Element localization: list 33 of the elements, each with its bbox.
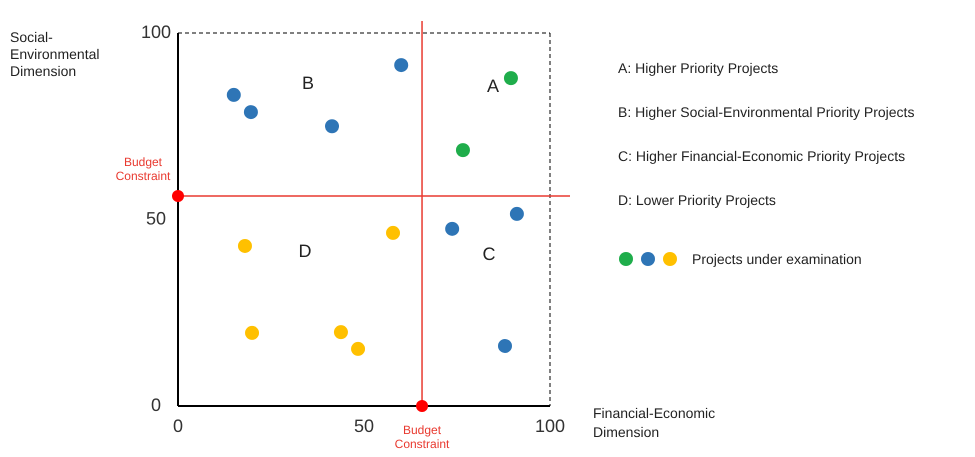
y-tick-label: 100 bbox=[140, 22, 172, 42]
point bbox=[334, 325, 348, 340]
y-axis-title: Social-Environmental Dimension bbox=[10, 29, 100, 79]
annotation: B bbox=[302, 72, 314, 93]
x-tick-label: 100 bbox=[534, 416, 566, 436]
point bbox=[386, 226, 400, 240]
text: C: Higher Financial-Economic Priority Projects bbox=[618, 148, 906, 164]
point bbox=[226, 88, 241, 102]
point bbox=[245, 326, 260, 340]
point bbox=[510, 206, 524, 221]
point bbox=[498, 338, 512, 353]
x-axis-title: Financial-Economic Dimension bbox=[593, 405, 716, 440]
y-tick-label: 0 bbox=[150, 394, 162, 415]
y-tick-label: 50 bbox=[146, 208, 166, 228]
annotation: A bbox=[486, 76, 500, 96]
point bbox=[351, 342, 366, 356]
annotation: C bbox=[482, 244, 496, 264]
point bbox=[238, 238, 252, 253]
point bbox=[504, 71, 518, 86]
text: B: Higher Social-Environmental Priority Projects bbox=[618, 104, 914, 120]
point bbox=[325, 119, 340, 134]
point bbox=[445, 222, 460, 236]
point bbox=[394, 58, 408, 72]
ref-line-label: Budget Constraint bbox=[394, 423, 450, 451]
x-tick-label: 0 bbox=[172, 416, 184, 436]
x-tick-label: 50 bbox=[354, 416, 374, 436]
legend-label: Projects under examination bbox=[692, 251, 862, 267]
text: D: Lower Priority Projects bbox=[618, 192, 776, 208]
point bbox=[456, 143, 470, 158]
ref-line-label: Budget Constraint bbox=[116, 155, 172, 183]
text: A: Higher Priority Projects bbox=[618, 60, 778, 76]
point bbox=[244, 105, 258, 120]
annotation: D bbox=[298, 240, 312, 261]
